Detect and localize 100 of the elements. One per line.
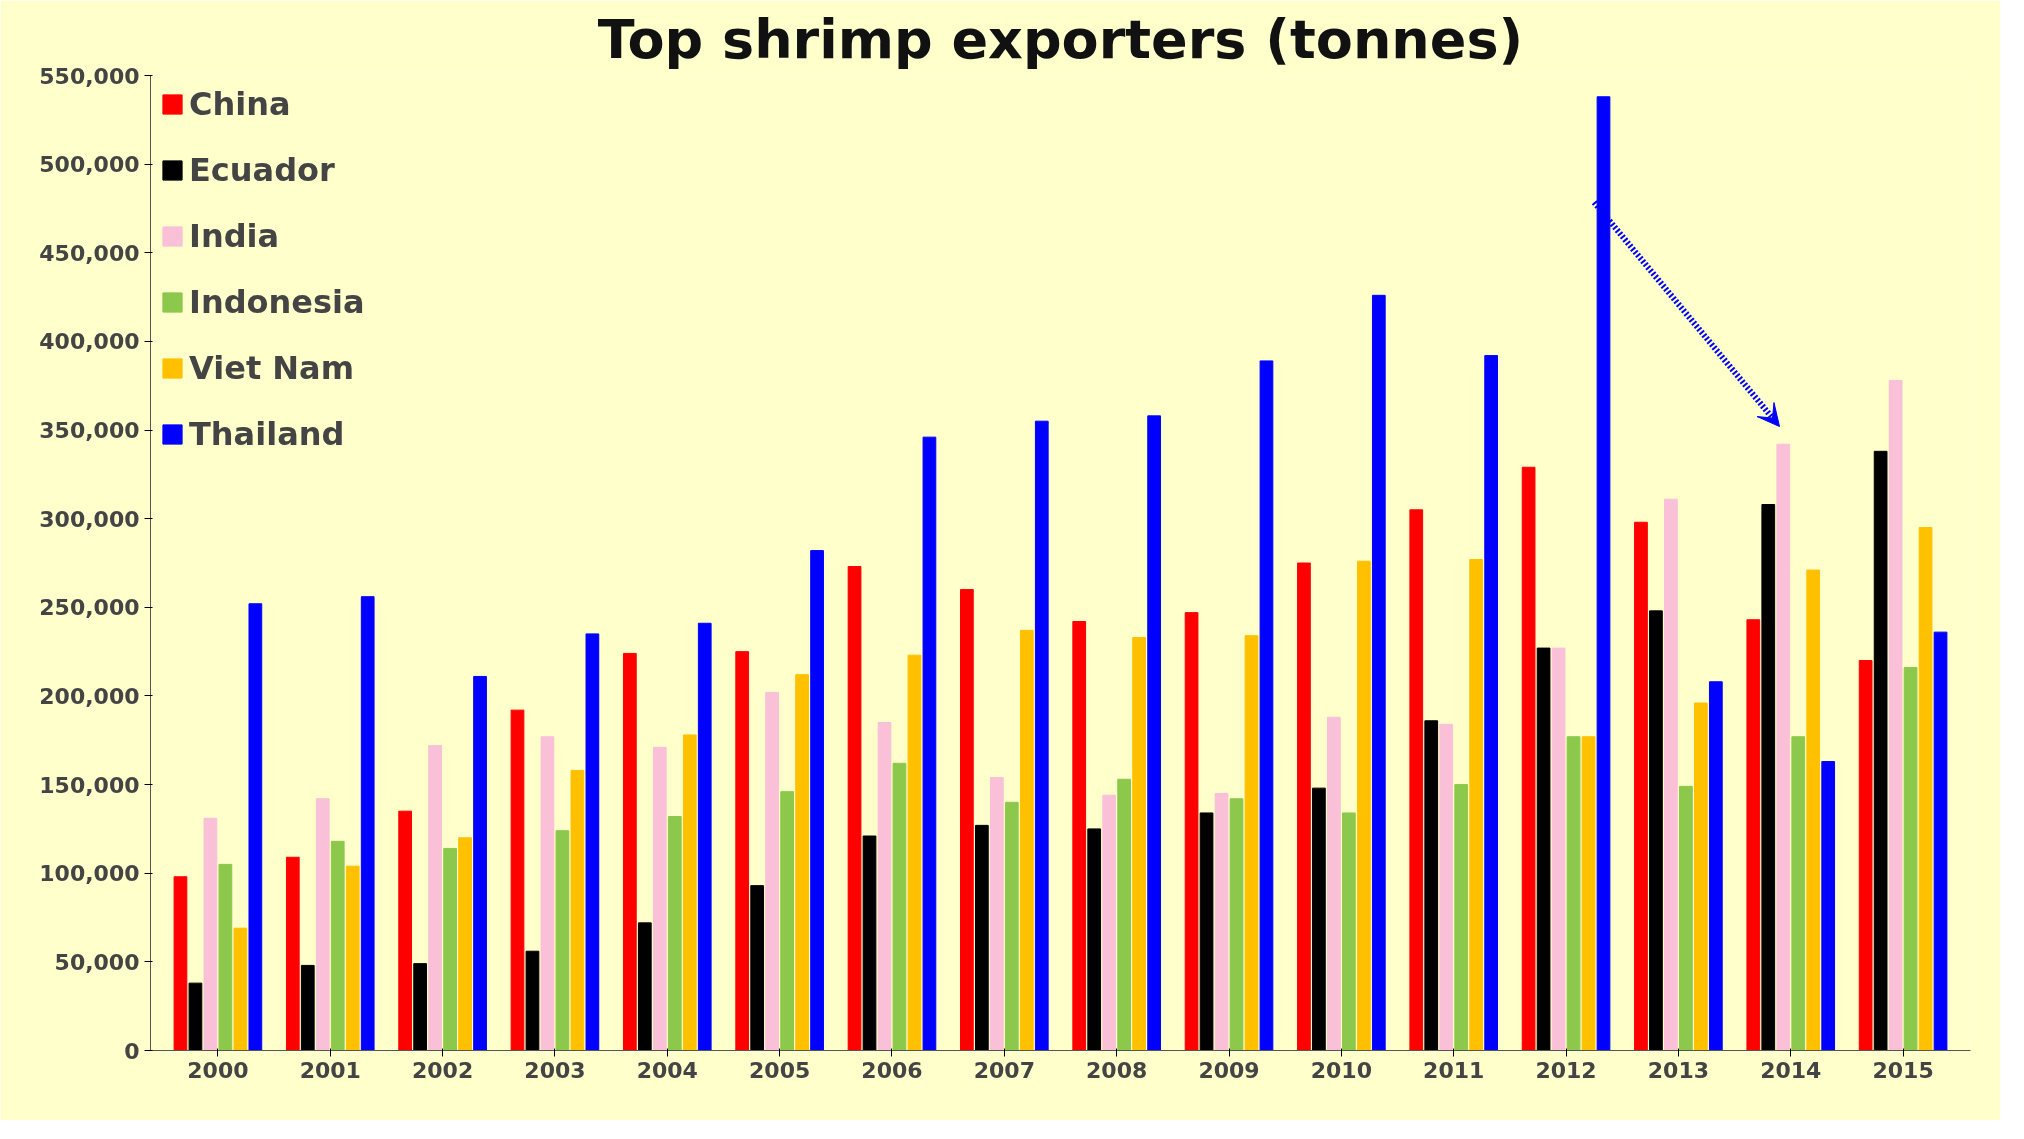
x-tick-label: 2001 (299, 1057, 361, 1083)
bar (1072, 621, 1087, 1051)
bar (1199, 812, 1214, 1051)
bar (1132, 636, 1147, 1051)
x-tick-label: 2015 (1872, 1057, 1934, 1083)
bar (1873, 450, 1888, 1051)
x-tick-label: 2003 (524, 1057, 586, 1083)
bar (1551, 647, 1566, 1051)
y-tick-label: 200,000 (39, 683, 140, 709)
bar (1634, 521, 1648, 1051)
bar (510, 709, 525, 1051)
bar (473, 675, 487, 1051)
x-tick-label: 2005 (749, 1057, 811, 1083)
y-tick-label: 50,000 (54, 949, 140, 975)
y-tick-label: 400,000 (39, 329, 140, 355)
bar (1581, 736, 1596, 1051)
bar (585, 633, 600, 1051)
legend-label: Thailand (189, 415, 345, 453)
bar (1694, 702, 1708, 1051)
legend-label: Ecuador (189, 151, 335, 189)
bar (458, 837, 472, 1051)
bar (1888, 379, 1903, 1051)
x-tick-label: 2014 (1760, 1057, 1822, 1083)
x-tick-label: 2009 (1198, 1057, 1260, 1083)
y-tick-label: 550,000 (39, 63, 140, 89)
legend-label: China (189, 85, 291, 123)
bar (428, 745, 442, 1051)
y-tick-label: 0 (124, 1038, 140, 1064)
bar (413, 963, 427, 1051)
bar (1776, 443, 1791, 1051)
bar (892, 762, 907, 1051)
bar (1229, 798, 1244, 1051)
bar (233, 927, 248, 1051)
bar (398, 810, 413, 1051)
x-tick-label: 2008 (1086, 1057, 1148, 1083)
bar (285, 856, 300, 1051)
bar (750, 885, 765, 1051)
y-tick-label: 150,000 (39, 772, 140, 798)
bar (1004, 801, 1019, 1051)
bar (697, 622, 712, 1051)
bar (765, 691, 780, 1051)
bar (735, 651, 750, 1051)
bar (1117, 778, 1132, 1051)
bar (907, 654, 922, 1051)
y-tick-label: 300,000 (39, 506, 140, 532)
bar (1536, 647, 1551, 1051)
bar (974, 824, 989, 1051)
bar (443, 847, 457, 1051)
chart-title: Top shrimp exporters (tonnes) (597, 7, 1524, 71)
bar (637, 922, 652, 1051)
x-tick-label: 2011 (1423, 1057, 1485, 1083)
bar (345, 865, 360, 1051)
bar (780, 791, 794, 1051)
bar (989, 777, 1004, 1051)
bar (570, 769, 585, 1051)
legend-label: Viet Nam (189, 349, 355, 387)
bar (1806, 569, 1821, 1051)
bar (330, 840, 345, 1051)
bar (1297, 562, 1311, 1051)
bar (1746, 619, 1761, 1051)
bar (1454, 784, 1469, 1051)
bar (862, 835, 877, 1051)
y-tick-label: 450,000 (39, 240, 140, 266)
bar (1649, 610, 1663, 1051)
bar (682, 734, 697, 1051)
bar (1761, 504, 1776, 1051)
bar (1341, 812, 1356, 1051)
bar (188, 982, 203, 1051)
bar (1409, 509, 1424, 1051)
bar (1371, 294, 1386, 1051)
bar (1147, 415, 1161, 1051)
bar (652, 746, 667, 1051)
bar (1327, 716, 1341, 1051)
x-tick-label: 2012 (1535, 1057, 1597, 1083)
bar (1791, 736, 1806, 1051)
y-tick-label: 100,000 (39, 861, 140, 887)
bar (540, 736, 555, 1051)
bar (360, 596, 375, 1051)
bar (1356, 560, 1371, 1051)
bar (877, 722, 892, 1051)
bar (1034, 420, 1049, 1051)
bar (1679, 785, 1693, 1051)
bar (847, 566, 862, 1051)
bar (795, 674, 809, 1051)
bar (922, 436, 937, 1051)
bar (1102, 794, 1117, 1051)
bar (300, 964, 315, 1051)
bar (1469, 558, 1484, 1051)
y-tick-label: 250,000 (39, 595, 140, 621)
x-tick-label: 2002 (411, 1057, 474, 1083)
x-tick-label: 2010 (1310, 1057, 1372, 1083)
bar (1566, 736, 1581, 1051)
legend-label: Indonesia (189, 283, 365, 321)
bar (248, 603, 263, 1051)
bar (203, 817, 218, 1051)
x-tick-label: 2006 (861, 1057, 923, 1083)
bar (1933, 631, 1948, 1051)
bar (1087, 828, 1102, 1051)
x-tick-label: 2000 (187, 1057, 249, 1083)
x-tick-label: 2007 (973, 1057, 1035, 1083)
